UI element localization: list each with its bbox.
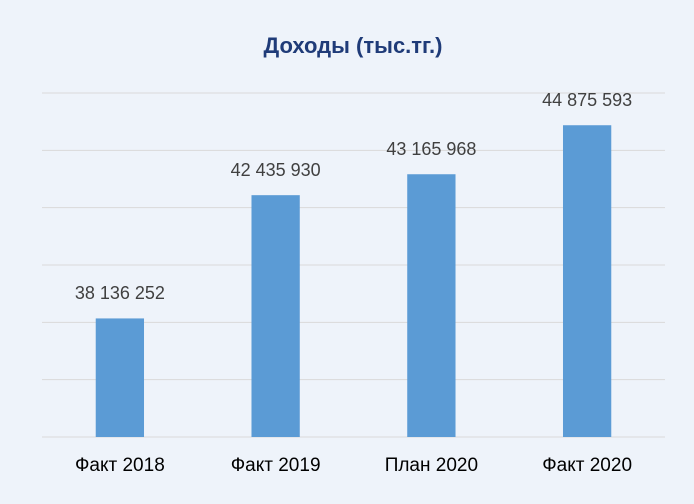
bar	[251, 195, 300, 437]
data-label: 42 435 930	[231, 160, 321, 180]
data-label: 44 875 593	[542, 90, 632, 110]
bar	[95, 318, 145, 437]
data-label: 43 165 968	[386, 139, 476, 159]
bar	[562, 125, 612, 437]
data-label: 38 136 252	[75, 283, 165, 303]
x-tick-label: Факт 2018	[75, 455, 165, 476]
chart-title: Доходы (тыс.тг.)	[264, 33, 443, 58]
x-tick-label: Факт 2019	[231, 455, 321, 476]
bar	[407, 174, 456, 437]
x-tick-label: Факт 2020	[542, 455, 632, 476]
x-tick-label: План 2020	[385, 455, 478, 476]
